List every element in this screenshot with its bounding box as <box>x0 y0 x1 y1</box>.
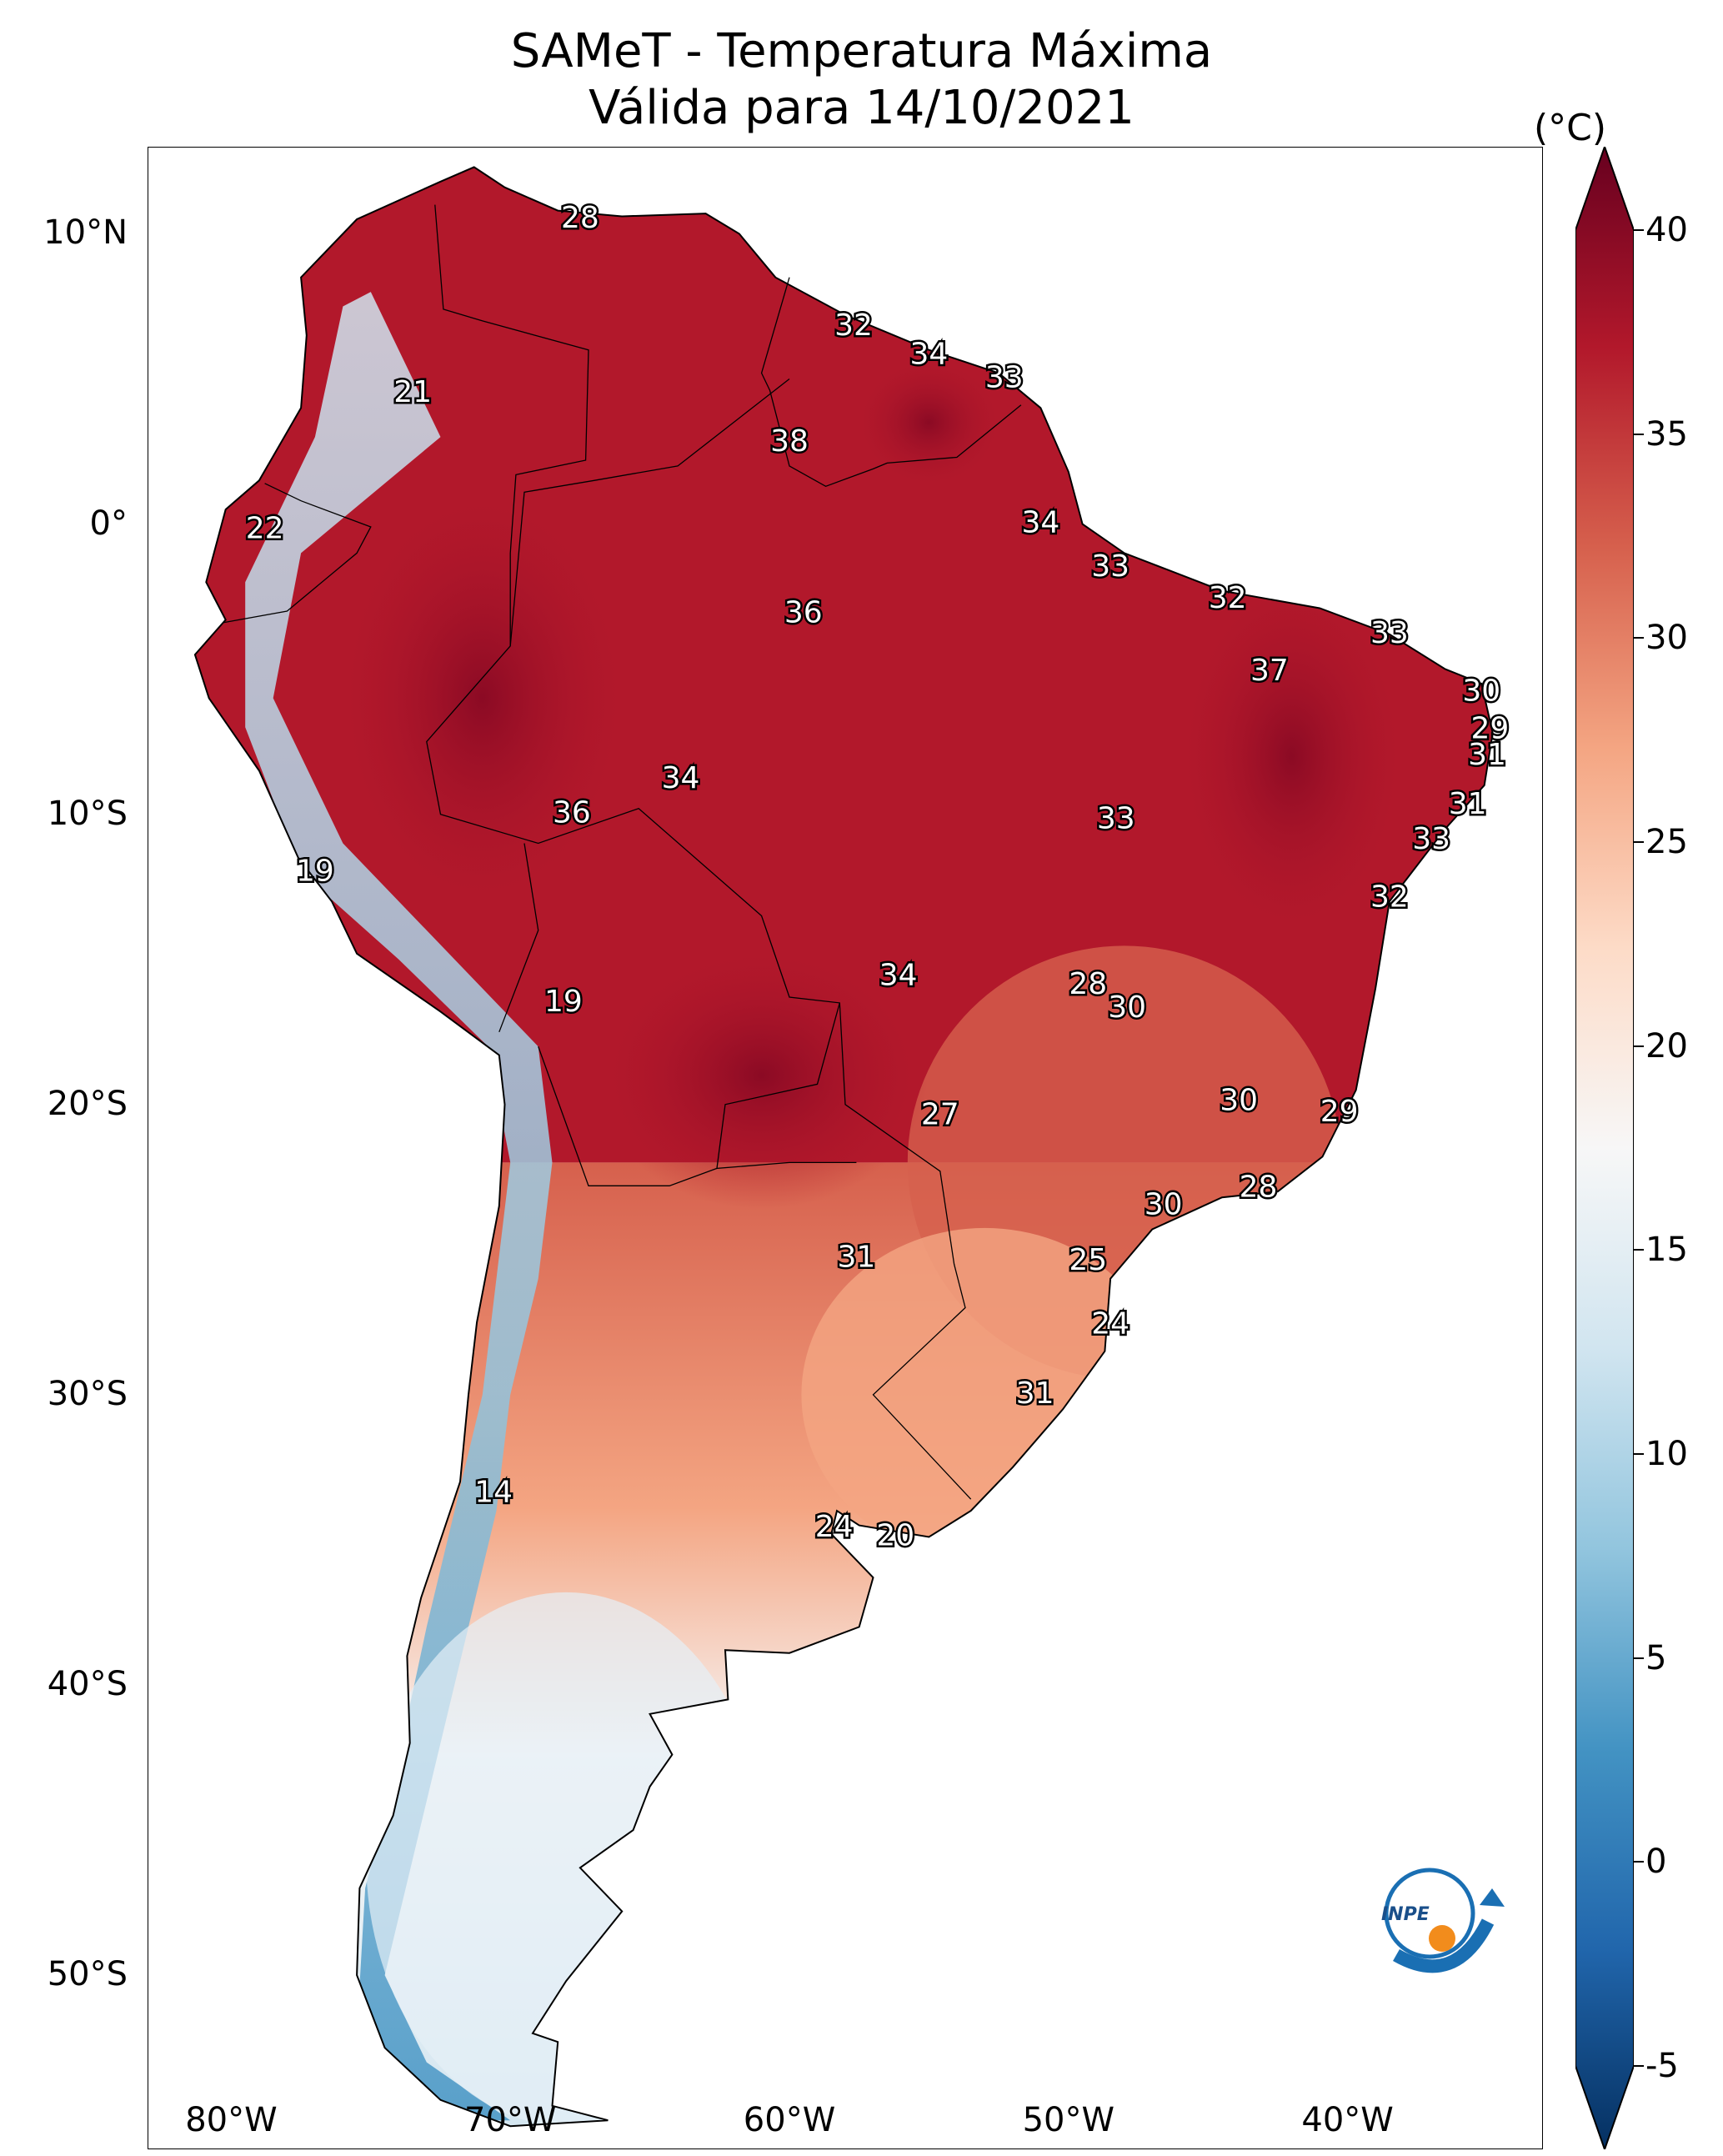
country-border-6 <box>760 277 1022 488</box>
temperature-label: 33 <box>1412 822 1450 856</box>
temperature-label: 29 <box>1320 1095 1359 1129</box>
colorbar-tick-mark <box>1634 1045 1644 1047</box>
chaco-hot-core <box>594 941 929 1209</box>
temperature-label: 37 <box>1250 654 1289 688</box>
colorbar-tick-mark <box>1634 637 1644 639</box>
temperature-label: 28 <box>561 201 599 235</box>
latitude-tick-label: 20°S <box>47 1084 128 1123</box>
latitude-tick-label: 10°N <box>43 213 128 253</box>
colorbar-tick-label: 15 <box>1645 1231 1688 1270</box>
inpe-logo: INPE <box>1381 1868 1505 1973</box>
colorbar-tick-mark <box>1634 1249 1644 1251</box>
temperature-label: 32 <box>1209 581 1247 615</box>
temperature-label: 19 <box>296 854 334 888</box>
temperature-label: 33 <box>1370 616 1409 650</box>
colorbar-tick-mark <box>1634 1861 1644 1863</box>
colorbar-tick-mark <box>1634 433 1644 435</box>
colorbar-tick-label: 5 <box>1645 1638 1667 1677</box>
temperature-label: 31 <box>1016 1376 1054 1411</box>
temperature-label: 31 <box>837 1240 875 1274</box>
colorbar-tick-mark <box>1634 2065 1644 2067</box>
colorbar-unit: (°C) <box>1534 107 1607 149</box>
longitude-tick-label: 80°W <box>185 2101 278 2139</box>
temperature-label: 33 <box>1091 549 1129 584</box>
temperature-label: 32 <box>834 308 873 343</box>
coastline <box>193 166 1494 2128</box>
northeast-hot-core <box>1175 573 1409 940</box>
colorbar-tick-label: 40 <box>1645 211 1688 249</box>
colorbar-tick-label: 10 <box>1645 1435 1688 1473</box>
colorbar-tick-label: 30 <box>1645 619 1688 658</box>
temperature-label: 34 <box>662 761 700 795</box>
colorbar-tick-label: 20 <box>1645 1026 1688 1065</box>
temperature-label: 32 <box>1370 880 1409 915</box>
country-border-3 <box>498 843 539 1033</box>
temperature-label: 34 <box>1021 506 1059 540</box>
map-title: SAMeT - Temperatura Máxima <box>510 24 1213 78</box>
temperature-label: 30 <box>1108 990 1146 1025</box>
temperature-label: 29 <box>1470 712 1509 746</box>
country-border-5 <box>434 204 589 646</box>
longitude-tick-label: 60°W <box>743 2101 836 2139</box>
temperature-label: 27 <box>921 1098 959 1132</box>
temperature-label: 25 <box>1069 1243 1107 1277</box>
latitude-tick-label: 50°S <box>47 1955 128 1994</box>
longitude-tick-label: 70°W <box>464 2101 557 2139</box>
country-border-4 <box>223 483 372 624</box>
temperature-label: 31 <box>1468 738 1506 772</box>
temperature-label: 21 <box>393 375 432 409</box>
temperature-label: 24 <box>815 1510 854 1544</box>
amazon-hot-core <box>332 481 633 915</box>
colorbar-tick-mark <box>1634 1453 1644 1455</box>
temperature-label: 20 <box>876 1519 914 1553</box>
temperature-label: 36 <box>553 796 591 830</box>
colorbar-tick-mark <box>1634 841 1644 843</box>
temperature-label: 31 <box>1449 787 1487 821</box>
temperature-label: 33 <box>985 361 1024 395</box>
country-border-1 <box>716 1002 857 1170</box>
temperature-label: 38 <box>770 424 809 459</box>
temperature-label: 28 <box>1240 1171 1278 1205</box>
latitude-tick-label: 30°S <box>47 1374 128 1413</box>
country-border-2 <box>538 1045 718 1186</box>
longitude-tick-label: 40°W <box>1301 2101 1394 2139</box>
temperature-label: 22 <box>246 512 284 546</box>
latitude-tick-label: 0° <box>89 504 128 543</box>
colorbar <box>1575 147 1634 2149</box>
latitude-tick-label: 40°S <box>47 1665 128 1703</box>
map-subtitle: Válida para 14/10/2021 <box>589 81 1134 135</box>
guiana-hot-core <box>854 355 1004 489</box>
temperature-label: 33 <box>1097 802 1135 836</box>
temperature-label: 36 <box>784 596 823 630</box>
country-border-0 <box>426 378 972 1500</box>
colorbar-tick-label: -5 <box>1645 2047 1679 2085</box>
colorbar-tick-mark <box>1634 1657 1644 1659</box>
logo-text: INPE <box>1381 1904 1430 1925</box>
latitude-tick-label: 10°S <box>47 794 128 833</box>
longitude-tick-label: 50°W <box>1022 2101 1115 2139</box>
temperature-label: 24 <box>1091 1306 1129 1341</box>
colorbar-tick-label: 35 <box>1645 414 1688 454</box>
temperature-label: 30 <box>1144 1188 1183 1222</box>
temperature-label: 30 <box>1220 1083 1258 1117</box>
colorbar-tick-mark <box>1634 229 1644 231</box>
colorbar-tick-label: 25 <box>1645 823 1688 861</box>
temperature-label: 34 <box>879 959 918 993</box>
colorbar-tick-label: 0 <box>1645 1843 1667 1882</box>
temperature-label: 14 <box>474 1475 513 1509</box>
temperature-label: 19 <box>544 985 583 1019</box>
temperature-label: 30 <box>1462 674 1500 709</box>
temperature-label: 28 <box>1069 967 1107 1001</box>
temperature-label: 34 <box>909 338 948 372</box>
